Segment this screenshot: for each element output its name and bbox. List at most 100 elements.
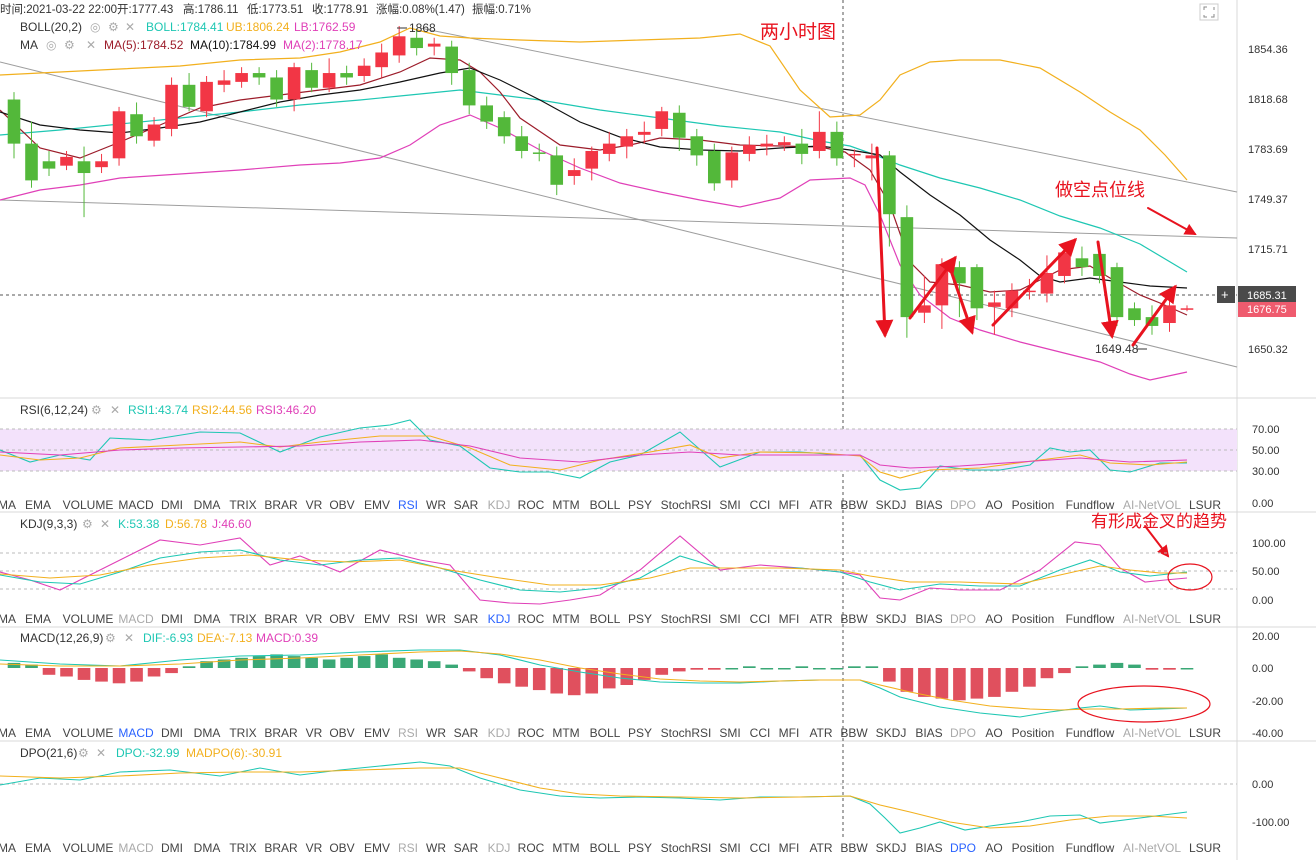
indicator-tab-cci[interactable]: CCI	[750, 841, 771, 855]
indicator-tab-smi[interactable]: SMI	[719, 841, 740, 855]
rsi-panel[interactable]: 70.00 50.00 30.00 0.00 RSI(6,12,24) ⚙ ✕ …	[0, 403, 1280, 510]
indicator-tab-dmi[interactable]: DMI	[161, 498, 183, 512]
indicator-tab-skdj[interactable]: SKDJ	[876, 612, 907, 626]
indicator-tab-vr[interactable]: VR	[306, 612, 323, 626]
indicator-tab-trix[interactable]: TRIX	[229, 726, 256, 740]
indicator-tab-boll[interactable]: BOLL	[590, 726, 621, 740]
indicator-tab-position[interactable]: Position	[1012, 498, 1055, 512]
indicator-tab-obv[interactable]: OBV	[329, 612, 354, 626]
main-price-panel[interactable]: 1868 1649.48 两小时图 做空点位线 1854.36 1818.68 …	[0, 2, 1296, 558]
indicator-tab-ema[interactable]: EMA	[25, 498, 51, 512]
indicator-tab-lsur[interactable]: LSUR	[1189, 612, 1221, 626]
indicator-tab-atr[interactable]: ATR	[809, 726, 832, 740]
indicator-tab-bbw[interactable]: BBW	[840, 726, 868, 740]
indicator-tab-bbw[interactable]: BBW	[840, 498, 868, 512]
indicator-tab-ao[interactable]: AO	[985, 841, 1002, 855]
indicator-tab-cci[interactable]: CCI	[750, 498, 771, 512]
indicator-tab-obv[interactable]: OBV	[329, 726, 354, 740]
indicator-tab-smi[interactable]: SMI	[719, 498, 740, 512]
indicator-tab-stochrsi[interactable]: StochRSI	[661, 726, 712, 740]
indicator-tab-ai-netvol[interactable]: AI-NetVOL	[1123, 726, 1181, 740]
indicator-tab-atr[interactable]: ATR	[809, 612, 832, 626]
indicator-tab-rsi[interactable]: RSI	[398, 498, 418, 512]
indicator-tab-bbw[interactable]: BBW	[840, 841, 868, 855]
indicator-tab-boll[interactable]: BOLL	[590, 612, 621, 626]
indicator-tab-brar[interactable]: BRAR	[264, 498, 298, 512]
indicator-tab-skdj[interactable]: SKDJ	[876, 726, 907, 740]
indicator-tab-brar[interactable]: BRAR	[264, 726, 298, 740]
indicator-tab-psy[interactable]: PSY	[628, 612, 652, 626]
indicator-tab-skdj[interactable]: SKDJ	[876, 498, 907, 512]
indicator-tab-trix[interactable]: TRIX	[229, 841, 256, 855]
indicator-tab-sar[interactable]: SAR	[454, 498, 479, 512]
indicator-tab-wr[interactable]: WR	[426, 612, 446, 626]
indicator-tab-row[interactable]: MA EMA VOLUME MACD DMI DMA TRIX BRAR VR OBV EMV RSI…	[0, 726, 1221, 740]
indicator-tab-macd[interactable]: MACD	[118, 612, 154, 626]
indicator-tab-ma[interactable]: MA	[0, 612, 16, 626]
indicator-tab-bias[interactable]: BIAS	[915, 841, 942, 855]
indicator-tab-atr[interactable]: ATR	[809, 498, 832, 512]
indicator-tab-brar[interactable]: BRAR	[264, 841, 298, 855]
indicator-tab-dma[interactable]: DMA	[194, 612, 221, 626]
indicator-tab-volume[interactable]: VOLUME	[63, 726, 114, 740]
indicator-tab-dma[interactable]: DMA	[194, 841, 221, 855]
indicator-tab-dpo[interactable]: DPO	[950, 612, 976, 626]
indicator-tab-ai-netvol[interactable]: AI-NetVOL	[1123, 498, 1181, 512]
indicator-tab-mfi[interactable]: MFI	[779, 841, 800, 855]
indicator-tab-roc[interactable]: ROC	[518, 612, 545, 626]
indicator-tab-rsi[interactable]: RSI	[398, 841, 418, 855]
indicator-tab-mfi[interactable]: MFI	[779, 498, 800, 512]
indicator-tab-fundflow[interactable]: Fundflow	[1066, 612, 1115, 626]
indicator-tab-dmi[interactable]: DMI	[161, 726, 183, 740]
indicator-tab-emv[interactable]: EMV	[364, 612, 390, 626]
indicator-tab-dma[interactable]: DMA	[194, 498, 221, 512]
indicator-tab-ema[interactable]: EMA	[25, 841, 51, 855]
indicator-tab-position[interactable]: Position	[1012, 841, 1055, 855]
indicator-tab-volume[interactable]: VOLUME	[63, 841, 114, 855]
add-crosshair-button[interactable]	[1217, 286, 1235, 303]
indicator-tab-ma[interactable]: MA	[0, 726, 16, 740]
indicator-tab-macd[interactable]: MACD	[118, 726, 154, 740]
indicator-tab-skdj[interactable]: SKDJ	[876, 841, 907, 855]
indicator-tab-dpo[interactable]: DPO	[950, 726, 976, 740]
indicator-tab-vr[interactable]: VR	[306, 498, 323, 512]
indicator-tab-ma[interactable]: MA	[0, 498, 16, 512]
indicator-tab-position[interactable]: Position	[1012, 612, 1055, 626]
indicator-tab-vr[interactable]: VR	[306, 841, 323, 855]
indicator-tab-obv[interactable]: OBV	[329, 841, 354, 855]
indicator-tab-trix[interactable]: TRIX	[229, 612, 256, 626]
indicator-tab-trix[interactable]: TRIX	[229, 498, 256, 512]
indicator-tab-roc[interactable]: ROC	[518, 498, 545, 512]
indicator-tab-kdj[interactable]: KDJ	[488, 498, 511, 512]
indicator-tab-volume[interactable]: VOLUME	[63, 498, 114, 512]
indicator-tab-psy[interactable]: PSY	[628, 498, 652, 512]
indicator-tab-wr[interactable]: WR	[426, 726, 446, 740]
indicator-tab-row[interactable]: MA EMA VOLUME MACD DMI DMA TRIX BRAR VR OBV EMV RSI…	[0, 498, 1221, 512]
kdj-panel[interactable]: 有形成金叉的趋势 100.00 50.00 0.00 KDJ(9,3,3) ⚙ …	[0, 512, 1286, 607]
indicator-tab-lsur[interactable]: LSUR	[1189, 498, 1221, 512]
indicator-tab-smi[interactable]: SMI	[719, 612, 740, 626]
indicator-tab-mtm[interactable]: MTM	[552, 612, 579, 626]
indicator-tab-smi[interactable]: SMI	[719, 726, 740, 740]
indicator-tab-mtm[interactable]: MTM	[552, 726, 579, 740]
indicator-tab-position[interactable]: Position	[1012, 726, 1055, 740]
fullscreen-icon[interactable]	[1199, 3, 1219, 21]
indicator-tab-vr[interactable]: VR	[306, 726, 323, 740]
indicator-tab-macd[interactable]: MACD	[118, 841, 154, 855]
indicator-tab-ao[interactable]: AO	[985, 498, 1002, 512]
indicator-tab-atr[interactable]: ATR	[809, 841, 832, 855]
indicator-tab-mfi[interactable]: MFI	[779, 612, 800, 626]
indicator-tab-obv[interactable]: OBV	[329, 498, 354, 512]
indicator-tab-ao[interactable]: AO	[985, 612, 1002, 626]
indicator-tab-brar[interactable]: BRAR	[264, 612, 298, 626]
indicator-tab-boll[interactable]: BOLL	[590, 841, 621, 855]
indicator-tab-ema[interactable]: EMA	[25, 726, 51, 740]
indicator-tab-cci[interactable]: CCI	[750, 612, 771, 626]
indicator-tab-bias[interactable]: BIAS	[915, 612, 942, 626]
indicator-tab-sar[interactable]: SAR	[454, 841, 479, 855]
indicator-tab-sar[interactable]: SAR	[454, 726, 479, 740]
indicator-tab-sar[interactable]: SAR	[454, 612, 479, 626]
indicator-tab-fundflow[interactable]: Fundflow	[1066, 726, 1115, 740]
dpo-panel[interactable]: 0.00 -100.00 DPO(21,6) ⚙ ✕ DPO:-32.99 MA…	[0, 746, 1289, 834]
indicator-tab-fundflow[interactable]: Fundflow	[1066, 841, 1115, 855]
